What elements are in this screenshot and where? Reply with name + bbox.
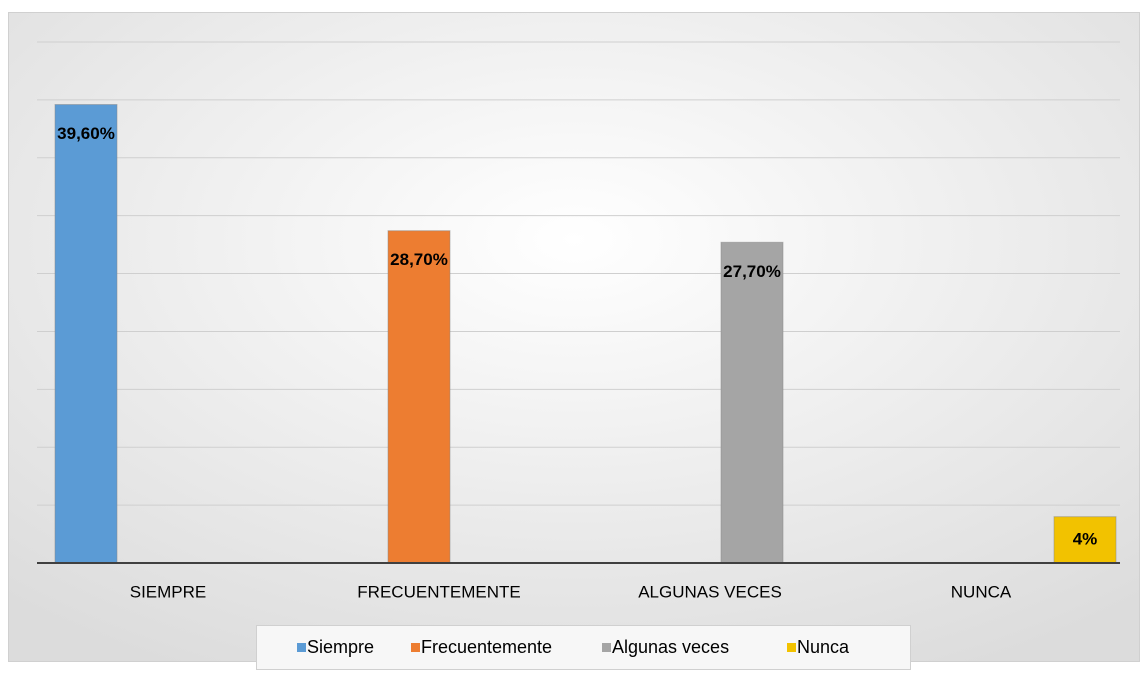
- x-tick-label: NUNCA: [951, 582, 1012, 601]
- data-label: 39,60%: [57, 124, 115, 143]
- legend-swatch: [602, 643, 611, 652]
- legend-label: Algunas veces: [612, 637, 729, 657]
- bar: [1053, 516, 1117, 564]
- data-label: 28,70%: [390, 250, 448, 269]
- bar: [387, 230, 451, 564]
- legend-label: Siempre: [307, 637, 374, 657]
- bar: [54, 104, 118, 564]
- legend-swatch: [411, 643, 420, 652]
- bar: [720, 241, 784, 564]
- x-tick-label: SIEMPRE: [130, 582, 207, 601]
- x-tick-label: FRECUENTEMENTE: [357, 582, 520, 601]
- legend-box: [256, 625, 911, 670]
- chart-area: [8, 12, 1140, 662]
- legend-swatch: [297, 643, 306, 652]
- data-label: 4%: [1073, 529, 1098, 548]
- legend-label: Frecuentemente: [421, 637, 552, 657]
- data-label: 27,70%: [723, 262, 781, 281]
- legend-swatch: [787, 643, 796, 652]
- legend-label: Nunca: [797, 637, 850, 657]
- x-tick-label: ALGUNAS VECES: [638, 582, 782, 601]
